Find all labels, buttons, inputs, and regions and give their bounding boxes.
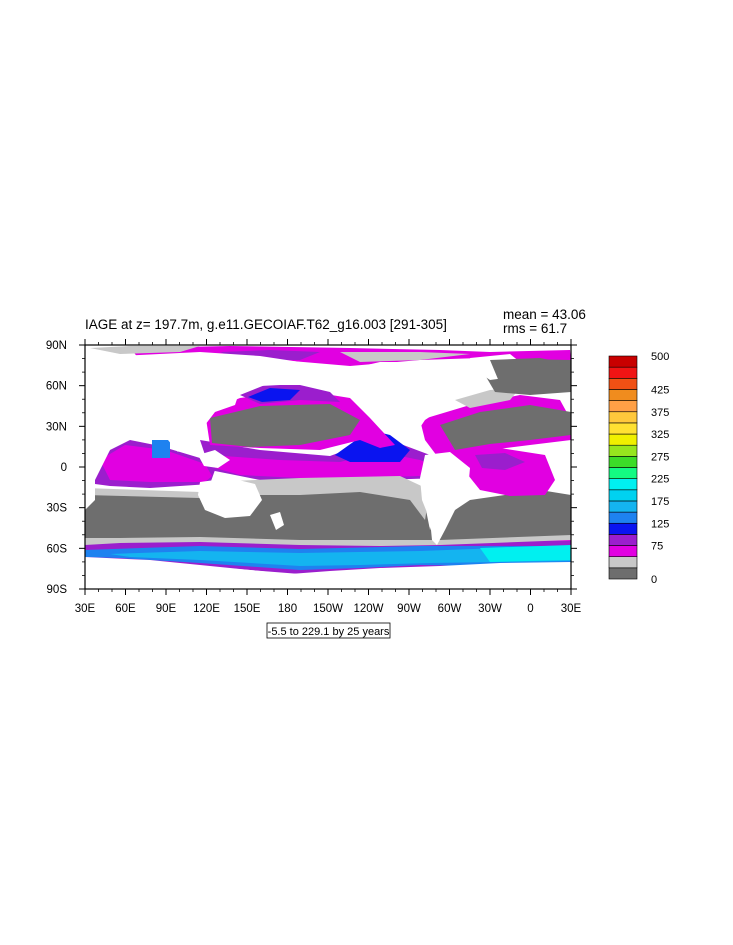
lon-tick-label: 60E xyxy=(115,603,136,615)
colorbar-label: 75 xyxy=(651,541,663,553)
lon-tick-label: 90W xyxy=(397,603,421,615)
colorbar-label: 275 xyxy=(651,451,669,463)
lat-tick-label: 0 xyxy=(61,462,67,474)
north-atlantic-grey xyxy=(455,388,520,408)
lon-tick-label: 30E xyxy=(75,603,96,615)
tropical-atlantic-purple xyxy=(475,453,525,470)
north-america-land xyxy=(345,362,475,438)
rms-stat: rms = 61.7 xyxy=(503,321,567,336)
range-label: -5.5 to 229.1 by 25 years xyxy=(268,626,390,638)
colorbar-swatch xyxy=(608,433,638,446)
colorbar-swatch xyxy=(608,456,638,468)
colorbar: 0 75 125 175 225 275 325 375 425 500 xyxy=(608,351,669,586)
colorbar-swatch xyxy=(608,389,638,401)
eurasia-land xyxy=(85,352,350,452)
colorbar-swatch xyxy=(608,567,638,580)
lat-tick-label: 30S xyxy=(47,503,68,515)
colorbar-swatch xyxy=(608,467,638,479)
continents xyxy=(85,352,520,545)
colorbar-label: 375 xyxy=(651,407,669,419)
latitude-axis: 90N 60N 30N 0 30S 60S 90S xyxy=(46,340,577,596)
lat-tick-label: 90S xyxy=(47,584,68,596)
lat-tick-label: 60S xyxy=(47,543,68,555)
range-label-box xyxy=(266,622,391,639)
colorbar-swatch xyxy=(608,545,638,557)
subpolar-pacific-blue xyxy=(248,388,300,402)
colorbar-swatch xyxy=(608,422,638,435)
arctic-grey xyxy=(340,352,470,362)
colorbar-label: 325 xyxy=(651,429,669,441)
colorbar-swatch xyxy=(608,377,638,390)
colorbar-swatch xyxy=(608,478,638,491)
lon-tick-label: 60W xyxy=(438,603,462,615)
bay-of-bengal-blue xyxy=(152,440,170,458)
colorbar-swatch xyxy=(608,500,638,513)
colorbar-swatch xyxy=(608,400,638,413)
colorbar-label: 425 xyxy=(651,384,669,396)
lon-tick-label: 150W xyxy=(313,603,343,615)
colorbar-swatch xyxy=(608,411,638,424)
colorbar-label: 125 xyxy=(651,518,669,530)
colorbar-swatch xyxy=(608,556,638,569)
east-pacific-blue xyxy=(335,430,410,462)
colorbar-swatch xyxy=(608,534,638,546)
colorbar-label: 500 xyxy=(651,351,669,363)
south-america-land xyxy=(420,452,470,545)
lat-tick-label: 90N xyxy=(46,340,67,352)
antarctica-land xyxy=(85,557,571,589)
southern-ocean-field xyxy=(85,538,571,589)
australia-land xyxy=(198,478,262,518)
lon-tick-label: 120W xyxy=(353,603,383,615)
longitude-axis: 30E 60E 90E 120E 150E 180 150W 120W 90W 60W 30W 0 30… xyxy=(75,339,582,615)
barents-sea-dark xyxy=(490,358,560,388)
north-pacific-gyre-dark xyxy=(210,404,360,447)
north-atlantic-gyre-dark xyxy=(440,405,571,450)
southern-lightblue-band xyxy=(110,547,571,566)
arctic-grey-west xyxy=(90,346,200,354)
lon-tick-label: 120E xyxy=(193,603,220,615)
lon-tick-label: 180 xyxy=(278,603,297,615)
indonesia-land xyxy=(198,450,230,468)
colorbar-swatch xyxy=(608,511,638,524)
colorbar-swatch xyxy=(608,355,638,368)
weddell-cyan-patch xyxy=(480,545,571,562)
colorbar-swatch xyxy=(608,366,638,379)
colorbar-swatch xyxy=(608,444,638,457)
colorbar-label: 225 xyxy=(651,474,669,486)
colorbar-label: 0 xyxy=(651,574,657,586)
lat-tick-label: 30N xyxy=(46,421,67,433)
map-panel xyxy=(84,344,572,590)
south-pacific-grey-arc xyxy=(210,476,430,520)
colorbar-swatch xyxy=(608,489,638,502)
indian-ocean-magenta xyxy=(100,445,212,482)
lon-tick-label: 0 xyxy=(527,603,533,615)
lon-tick-label: 30E xyxy=(561,603,582,615)
mean-stat: mean = 43.06 xyxy=(503,307,586,322)
new-zealand-land xyxy=(270,512,284,530)
map-title: IAGE at z= 197.7m, g.e11.GECOIAF.T62_g16… xyxy=(85,317,447,332)
lat-tick-label: 60N xyxy=(46,381,67,393)
lon-tick-label: 150E xyxy=(234,603,261,615)
lon-tick-label: 90E xyxy=(156,603,177,615)
lon-tick-label: 30W xyxy=(478,603,502,615)
africa-land xyxy=(85,440,110,510)
colorbar-swatch xyxy=(608,522,638,535)
southern-gyre-dark xyxy=(85,490,571,540)
colorbar-label: 175 xyxy=(651,496,669,508)
